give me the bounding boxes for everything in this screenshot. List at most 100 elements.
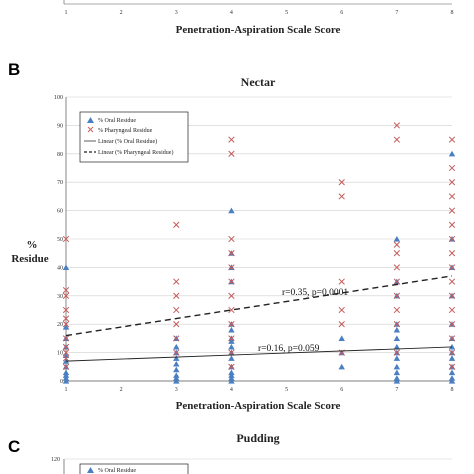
panel-b-y-tick-label: 40 [57,265,63,271]
y-axis-label-word: Residue [11,253,48,265]
panel-c-title: Pudding [236,431,279,445]
panel-a-x-tick-label: 2 [120,10,123,16]
panel-b-letter: B [8,60,20,79]
oral-residue-point [448,369,456,376]
oral-trendline [65,346,453,362]
panel-b-x-tick-label: 8 [451,387,454,393]
pharyngeal-residue-point [62,292,70,299]
panel-b-y-tick-label: 0 [60,379,63,385]
panel-b-y-tick-label: 60 [57,209,63,215]
pharyngeal-residue-point [228,136,235,143]
oral-residue-point [448,150,456,157]
oral-residue-point [62,264,70,270]
pharyngeal-residue-point [338,193,345,200]
oral-residue-point [228,372,235,378]
panel-c-legend-box [79,463,189,474]
pharyngeal-residue-point [62,315,70,322]
oral-residue-point [62,375,70,381]
panel-a-x-ticks: 1 2 3 4 5 6 7 8 [65,10,454,16]
panel-b-y-ticks: 0 10 20 30 40 50 60 70 80 90 100 [54,95,63,385]
pharyngeal-residue-point [62,343,70,351]
pharyngeal-residue-point [448,207,456,214]
panel-a-x-tick-label: 7 [395,10,398,16]
pharyngeal-residue-point [393,250,401,257]
pharyngeal-residue-point [393,136,401,143]
pharyngeal-trendline [65,275,453,337]
pharyngeal-residue-point [393,321,401,328]
legend-oral-linear: Linear (% Oral Residue) [98,138,157,145]
panel-b-x-axis-label: Penetration-Aspiration Scale Score [176,400,341,412]
oral-residue-point [448,343,456,350]
panel-b-y-tick-label: 90 [57,123,63,129]
pharyngeal-residue-point [228,150,235,157]
oral-residue-point [228,378,235,384]
pharyngeal-correlation-annotation: r=0.35, p=0.0001 [282,288,348,298]
panel-c-letter: C [8,437,20,456]
oral-residue-point [173,378,180,384]
pharyngeal-residue-point [448,264,456,271]
pharyngeal-residue-point [228,349,235,356]
oral-residue-point [62,378,70,384]
pharyngeal-residue-point [448,235,456,243]
pharyngeal-residue-point [173,349,180,356]
panel-b-x-tick-label: 6 [340,387,343,393]
oral-residue-point [173,372,180,378]
panel-b-trendlines [65,275,453,362]
pharyngeal-residue-point [448,292,456,299]
legend-oral: % Oral Residue [98,118,136,124]
pharyngeal-residue-point [228,278,235,285]
pharyngeal-residue-point [448,136,456,143]
pharyngeal-residue-point [228,235,235,243]
pharyngeal-residue-point [62,355,70,362]
panel-b-data-points [62,122,456,384]
oral-residue-point [62,372,70,378]
pharyngeal-residue-point [448,306,456,314]
pharyngeal-residue-point [228,321,235,328]
oral-residue-point [338,335,345,341]
pharyngeal-residue-point [448,363,456,370]
oral-residue-point [393,335,401,341]
oral-residue-point [173,375,180,381]
pharyngeal-residue-point [448,321,456,328]
pharyngeal-residue-point [62,335,70,342]
legend-box [79,111,189,163]
panel-a-x-axis-label: Penetration-Aspiration Scale Score [176,24,341,36]
panel-a-x-tick-label: 4 [230,10,233,16]
oral-residue-point [393,343,401,350]
oral-residue-point [228,326,235,333]
panel-a-remnant: 1 2 3 4 5 6 7 8 Penetration-Aspiration Scale Sc… [63,0,454,36]
oral-residue-point [62,324,70,330]
panel-b-y-tick-label: 20 [57,322,63,328]
legend-triangle-icon [87,117,94,123]
pharyngeal-residue-point [62,349,70,356]
pharyngeal-residue-point [228,250,235,257]
y-axis-label-symbol: % [27,239,38,251]
pharyngeal-residue-point [393,264,401,271]
panel-b-y-tick-label: 100 [54,95,63,101]
oral-residue-point [173,343,180,350]
oral-residue-point [228,355,235,361]
oral-residue-point [338,363,345,370]
pharyngeal-residue-point [393,292,401,299]
panel-a-x-tick-label: 5 [285,10,288,16]
pharyngeal-residue-point [62,363,70,370]
pharyngeal-residue-point [338,321,345,328]
legend-x-icon [87,126,94,133]
pharyngeal-residue-point [393,122,401,129]
pharyngeal-residue-point [448,250,456,257]
oral-residue-point [228,343,235,350]
pharyngeal-residue-point [338,278,345,285]
oral-residue-point [228,375,235,381]
oral-residue-point [393,236,401,242]
pharyngeal-residue-point [62,306,70,314]
pharyngeal-residue-point [228,292,235,299]
pharyngeal-residue-point [393,241,401,248]
pharyngeal-residue-point [448,179,456,186]
legend-pharyngeal-linear: Linear (% Pharyngeal Residue) [98,149,173,156]
pharyngeal-residue-point [62,286,70,294]
oral-residue-point [448,375,456,381]
oral-residue-point [393,369,401,376]
panel-c-legend-triangle-icon [87,467,94,473]
panel-c-y-tick: 120 [51,457,60,463]
pharyngeal-residue-point [62,235,70,243]
